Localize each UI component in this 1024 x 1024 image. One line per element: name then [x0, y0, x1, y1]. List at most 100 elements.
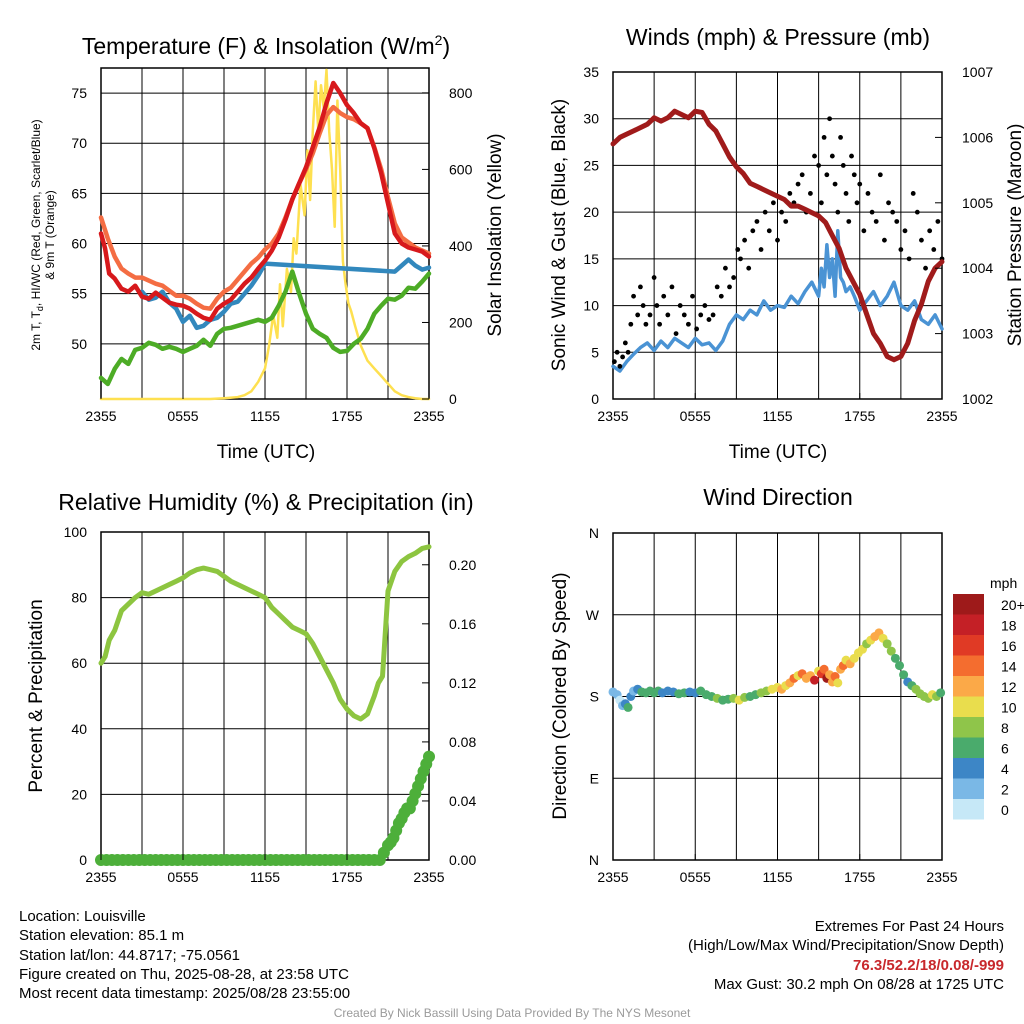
series-point [718, 293, 724, 299]
series-point [835, 209, 841, 215]
series-point [808, 191, 813, 196]
series-point [843, 191, 849, 196]
series-point [710, 312, 716, 318]
series-point [824, 172, 830, 178]
series-point [873, 219, 879, 224]
series-point [654, 303, 660, 308]
temperature-left-axis-label-line1: 2m T, Td, HI/WC (Red, Green, Scarlet/Blu… [29, 119, 45, 350]
x-tick-label: 2355 [85, 408, 116, 424]
series-point [651, 275, 657, 280]
x-tick-label: 2355 [413, 408, 444, 424]
temperature-panel: Temperature (F) & Insolation (W/m2) 2355… [29, 32, 506, 463]
series-point [423, 750, 435, 763]
direction-grid [613, 533, 942, 860]
humidity-grid [101, 532, 429, 860]
x-tick-label: 2355 [413, 869, 444, 885]
series-point [919, 237, 924, 243]
y-right-tick-label: 0.08 [449, 734, 476, 750]
series-point [635, 312, 641, 318]
series-point [857, 181, 863, 187]
y-left-tick-label: 50 [71, 336, 87, 352]
series-line [611, 229, 944, 373]
series-point [818, 200, 824, 206]
y-left-tick-label: 0 [591, 391, 599, 407]
legend-swatch [953, 737, 984, 758]
series-point [890, 209, 896, 215]
direction-point [833, 678, 843, 688]
series-point [840, 163, 846, 168]
extremes-values: 76.3/52.2/18/0.08/-999 [853, 956, 1004, 974]
x-tick-label: 2355 [597, 408, 628, 424]
x-tick-label: 0555 [167, 408, 198, 424]
series-point [685, 321, 691, 327]
series-point [657, 321, 663, 327]
wind-pressure-panel-title: Winds (mph) & Pressure (mb) [626, 24, 930, 50]
y-left-tick-label: 75 [71, 85, 87, 101]
legend-swatch [953, 635, 984, 656]
direction-point [895, 661, 905, 671]
x-tick-label: 1755 [331, 408, 362, 424]
y-left-tick-label: 60 [71, 655, 87, 671]
y-left-tick-label: 100 [64, 524, 88, 540]
legend-swatch [953, 614, 984, 635]
wind-pressure-panel: Winds (mph) & Pressure (mb) 2355 0555 1155… [549, 24, 1024, 463]
legend-swatch [953, 696, 984, 717]
series-point [698, 312, 704, 318]
legend-label: 14 [1001, 659, 1017, 675]
y-left-tick-label: 70 [71, 135, 87, 151]
wind-ticks: 2355 0555 1155 1755 235505101520253035100210… [583, 64, 993, 424]
y-right-tick-label: 0.12 [449, 675, 476, 691]
series-point [877, 172, 883, 178]
series-point [849, 153, 854, 159]
y-left-tick-label: 10 [583, 298, 599, 314]
location-text: Location: Louisville [19, 908, 146, 925]
pressure-right-axis-label: Station Pressure (Maroon) [1005, 124, 1024, 347]
series-point [886, 200, 891, 206]
x-tick-label: 2355 [926, 869, 957, 885]
y-left-tick-label: 15 [583, 251, 599, 267]
y-left-tick-label: 40 [71, 721, 87, 737]
series-point [827, 116, 832, 122]
x-tick-label: 0555 [680, 869, 711, 885]
y-right-tick-label: 1004 [962, 260, 993, 276]
series-point [865, 191, 871, 196]
series-point [673, 331, 679, 336]
y-left-tick-label: W [586, 607, 600, 623]
series-point [669, 284, 675, 290]
x-tick-label: 0555 [680, 408, 711, 424]
series-point [714, 284, 720, 290]
direction-series [608, 628, 946, 712]
humidity-precip-panel: Relative Humidity (%) & Precipitation (i… [26, 489, 476, 885]
series-point [795, 181, 801, 187]
series-point [787, 191, 793, 196]
y-left-tick-label: 60 [71, 236, 87, 252]
y-left-tick-label: 20 [583, 204, 599, 220]
elevation-text: Station elevation: 85.1 m [19, 927, 185, 945]
extremes-subtitle: (High/Low/Max Wind/Precipitation/Snow De… [688, 937, 1004, 955]
y-right-tick-label: 1005 [962, 195, 993, 211]
series-point [770, 200, 776, 206]
created-text: Figure created on Thu, 2025-08-28, at 23… [19, 965, 349, 983]
series-point [628, 321, 634, 327]
y-right-tick-label: 1007 [962, 64, 993, 80]
y-right-tick-label: 0.04 [449, 793, 476, 809]
series-point [927, 228, 933, 234]
series-point [854, 200, 860, 206]
latlon-text: Station lat/lon: 44.8717; -75.0561 [19, 946, 241, 964]
legend-swatch [953, 594, 984, 615]
series-point [898, 247, 904, 252]
x-tick-label: 1155 [250, 408, 280, 424]
series-point [821, 135, 827, 140]
humidity-left-axis-label: Percent & Precipitation [26, 599, 47, 792]
y-right-tick-label: 0.16 [449, 616, 476, 632]
station-info: Location: Louisville Station elevation: … [19, 907, 350, 1003]
series-point [738, 256, 743, 262]
series-point [775, 237, 780, 243]
legend-swatch [953, 676, 984, 697]
direction-point [882, 639, 892, 649]
y-left-tick-label: S [590, 689, 599, 705]
series-point [832, 181, 838, 187]
legend-label: 0 [1001, 802, 1009, 818]
direction-point [886, 646, 896, 656]
